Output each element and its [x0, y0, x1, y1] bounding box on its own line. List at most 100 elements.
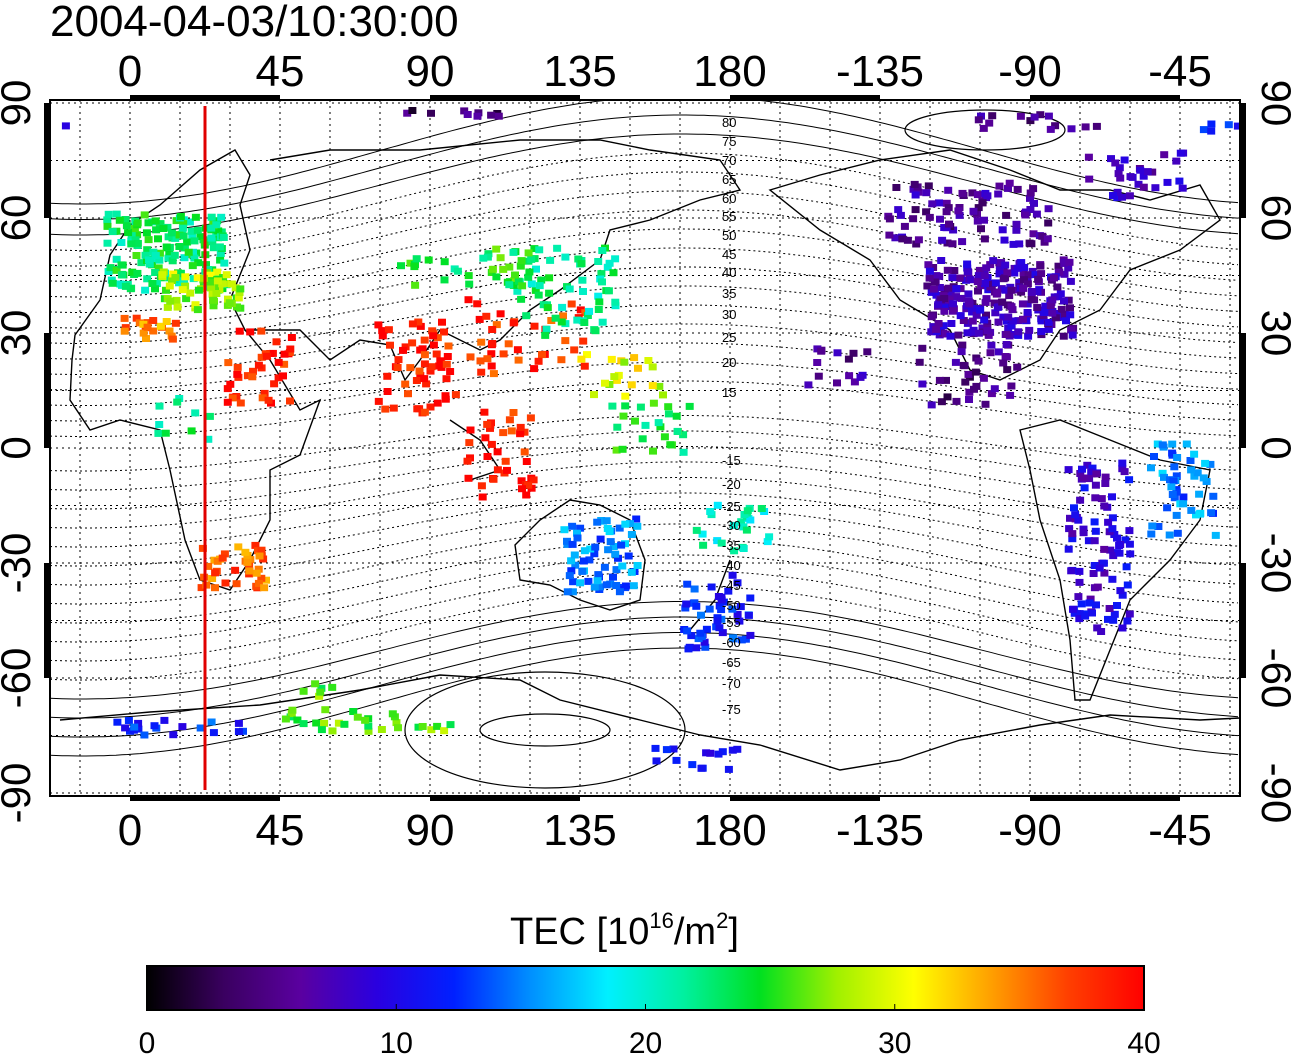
- lon-tick-label: -135: [836, 806, 924, 855]
- tec-cell: [1118, 624, 1127, 632]
- tec-cell: [735, 617, 744, 625]
- tec-cell: [974, 357, 983, 365]
- tec-cell: [1158, 469, 1167, 477]
- tec-cell: [701, 643, 710, 651]
- tec-cell: [534, 357, 543, 365]
- tec-cell: [740, 511, 749, 518]
- tec-cell: [1005, 292, 1014, 300]
- tec-cell: [1005, 179, 1014, 187]
- tec-cell: [1020, 276, 1028, 284]
- tec-cell: [104, 210, 113, 218]
- tec-cell: [765, 533, 774, 541]
- tec-cell: [381, 405, 390, 413]
- tec-cell: [1003, 366, 1012, 374]
- tec-cell: [394, 724, 402, 732]
- tec-cell: [532, 265, 540, 273]
- tec-cell: [981, 400, 990, 408]
- tec-cell: [524, 481, 533, 489]
- tec-cell: [529, 476, 538, 484]
- tec-cell: [160, 716, 169, 724]
- tec-cell: [903, 236, 912, 244]
- tec-cell: [1086, 595, 1095, 603]
- tec-cell: [576, 579, 585, 587]
- tec-cell: [987, 341, 996, 349]
- tec-cell: [682, 600, 691, 608]
- tec-cell: [930, 278, 939, 286]
- tec-cell: [955, 211, 964, 219]
- tec-cell: [925, 274, 934, 282]
- tec-cell: [945, 220, 953, 228]
- tec-cell: [1046, 302, 1055, 309]
- tec-cell: [942, 208, 951, 216]
- tec-cell: [1079, 529, 1088, 537]
- latitude-ticks-right: 90 60 30 0 -30 -60 -90: [1253, 80, 1292, 824]
- tec-cell: [659, 391, 667, 399]
- lon-tick-label: 135: [543, 806, 616, 855]
- tec-cell: [1081, 123, 1090, 131]
- tec-cell: [1118, 459, 1127, 467]
- tec-cell: [621, 392, 630, 400]
- tec-cell: [207, 284, 216, 292]
- tec-cell: [1092, 601, 1100, 609]
- tec-cell: [299, 720, 308, 728]
- tec-cell: [1050, 274, 1058, 282]
- tec-cell: [949, 305, 958, 313]
- tec-cell: [217, 213, 226, 221]
- tec-cell: [1017, 288, 1026, 296]
- tec-cell: [733, 579, 742, 587]
- lat-tick-label: -30: [0, 533, 39, 594]
- tec-cell: [1030, 199, 1038, 207]
- tec-cell: [487, 111, 496, 119]
- tec-cell: [510, 277, 519, 285]
- tec-cell: [957, 348, 966, 356]
- tec-cell: [1029, 230, 1038, 238]
- tec-cell: [844, 355, 853, 363]
- tec-cell: [1085, 175, 1094, 183]
- tec-cell: [270, 380, 279, 388]
- tec-cell: [558, 303, 567, 311]
- tec-cell: [728, 746, 737, 754]
- tec-cell: [440, 328, 448, 336]
- tec-cell: [576, 524, 585, 532]
- tec-cell: [596, 535, 605, 543]
- tec-cell: [156, 220, 165, 228]
- tec-cell: [1075, 567, 1084, 575]
- lon-tick-label: 90: [406, 47, 455, 96]
- tec-cell: [444, 342, 453, 350]
- tec-cell: [942, 376, 950, 384]
- tec-cell: [1106, 546, 1115, 554]
- tec-cell: [989, 257, 998, 265]
- tec-cell: [833, 349, 842, 357]
- tec-cell: [608, 402, 617, 410]
- tec-cell: [1084, 474, 1093, 482]
- tec-cell: [241, 548, 250, 556]
- tec-cell: [601, 379, 609, 387]
- tec-cell: [1015, 279, 1024, 287]
- tec-cell: [1147, 464, 1155, 472]
- tec-cell: [1070, 504, 1078, 512]
- longitude-ticks-top: 0 45 90 135 180 -135 -90 -45: [118, 47, 1212, 96]
- tec-cell: [481, 434, 490, 442]
- tec-cell: [274, 358, 283, 366]
- tec-cell: [994, 190, 1003, 198]
- tec-cell: [1060, 270, 1069, 278]
- tec-cell: [539, 301, 548, 309]
- tec-cell: [620, 358, 629, 366]
- latitude-ticks-left: 90 60 30 0 -30 -60 -90: [0, 80, 39, 824]
- tec-cell: [963, 319, 972, 327]
- tec-cell: [121, 724, 130, 732]
- tec-cell: [940, 301, 949, 309]
- tec-cell: [429, 332, 438, 340]
- tec-cell: [493, 448, 502, 456]
- lon-tick-label: -45: [1148, 806, 1212, 855]
- tec-cell: [1023, 280, 1032, 288]
- tec-cell: [951, 358, 960, 366]
- contour-label: 70: [722, 153, 736, 168]
- tec-cell: [487, 350, 496, 358]
- tec-cell: [990, 299, 999, 307]
- tec-cell: [180, 277, 189, 285]
- tec-cell: [664, 403, 673, 411]
- tec-cell: [1104, 615, 1112, 623]
- tec-cell: [121, 216, 130, 223]
- tec-cell: [188, 262, 197, 270]
